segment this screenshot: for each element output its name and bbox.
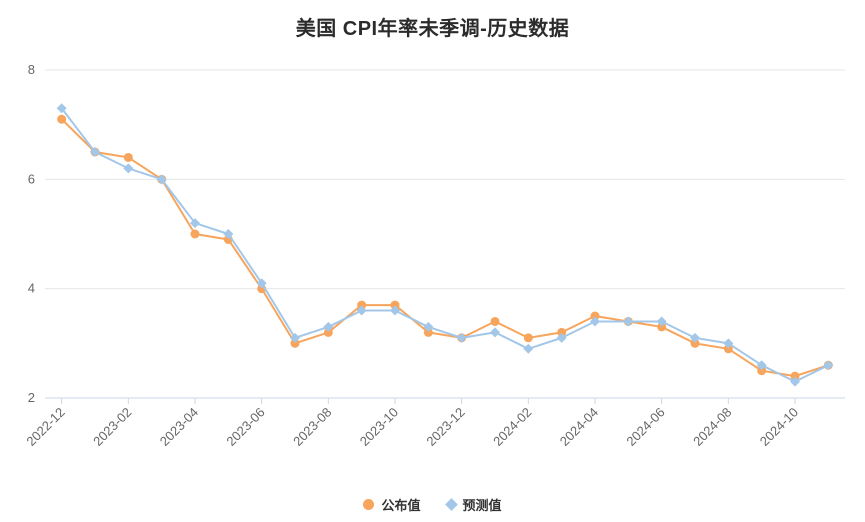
series-line-published [60, 118, 830, 378]
data-point-published[interactable] [390, 300, 400, 310]
data-point-published[interactable] [490, 316, 500, 326]
data-point-forecast[interactable] [690, 332, 700, 343]
data-point-forecast[interactable] [123, 163, 134, 174]
x-axis-label: 2023-08 [290, 405, 334, 449]
data-point-published[interactable] [57, 114, 67, 124]
x-axis-label: 2023-06 [223, 405, 267, 449]
data-point-forecast[interactable] [623, 316, 634, 327]
x-axis-label: 2024-06 [623, 405, 667, 449]
data-point-published[interactable] [123, 152, 133, 162]
data-point-forecast[interactable] [590, 316, 600, 327]
data-point-published[interactable] [523, 333, 533, 343]
legend-label-forecast: 预测值 [462, 498, 502, 513]
data-point-published[interactable] [423, 327, 433, 337]
legend-item-forecast[interactable]: 预测值 [444, 495, 502, 514]
x-axis-label: 2023-12 [423, 405, 467, 449]
y-axis-label: 2 [28, 390, 35, 405]
data-point-forecast[interactable] [223, 229, 234, 239]
data-point-published[interactable] [657, 322, 667, 332]
y-axis-label: 8 [28, 62, 35, 77]
data-point-published[interactable] [757, 366, 767, 376]
line-chart-canvas: 2 4 6 8 2022-12 2023-02 2023-04 2023-06 2023-08 2… [23, 62, 845, 449]
x-axis-label: 2023-02 [90, 405, 134, 449]
data-point-forecast[interactable] [390, 305, 400, 316]
data-point-published[interactable] [723, 344, 733, 354]
data-point-forecast[interactable] [356, 305, 367, 316]
y-axis-label: 6 [28, 171, 35, 186]
data-point-published[interactable] [590, 311, 600, 321]
data-point-published[interactable] [690, 338, 700, 348]
data-point-published[interactable] [357, 300, 367, 310]
data-point-forecast[interactable] [723, 338, 734, 349]
data-point-forecast[interactable] [90, 147, 100, 157]
data-point-forecast[interactable] [823, 360, 834, 371]
legend-label-published: 公布值 [381, 498, 421, 513]
data-point-forecast[interactable] [156, 174, 167, 185]
data-point-published[interactable] [323, 327, 333, 337]
data-point-forecast[interactable] [556, 332, 567, 343]
x-axis-label: 2023-04 [157, 405, 201, 449]
x-axis-label: 2024-04 [557, 405, 601, 449]
data-point-published[interactable] [557, 327, 567, 337]
data-point-forecast[interactable] [456, 332, 467, 343]
data-point-forecast[interactable] [190, 218, 200, 229]
data-point-forecast[interactable] [256, 278, 267, 289]
y-axis-label: 4 [28, 281, 35, 296]
data-point-forecast[interactable] [656, 316, 667, 327]
data-point-forecast[interactable] [56, 103, 67, 114]
x-axis-label: 2024-08 [690, 405, 734, 449]
data-point-published[interactable] [190, 229, 200, 239]
data-point-published[interactable] [790, 371, 800, 381]
data-point-published[interactable] [290, 338, 300, 348]
data-point-forecast[interactable] [290, 332, 300, 343]
legend-item-published[interactable]: 公布值 [363, 495, 421, 514]
data-point-forecast[interactable] [756, 360, 767, 371]
data-point-forecast[interactable] [323, 321, 334, 332]
forecast-diamond-icon [444, 498, 458, 511]
data-point-forecast[interactable] [490, 327, 500, 338]
chart-legend: 公布值 预测值 [0, 495, 865, 514]
published-circle-icon [363, 499, 375, 510]
chart-title: 美国 CPI年率未季调-历史数据 [295, 18, 570, 40]
data-point-forecast[interactable] [523, 343, 534, 354]
x-axis-label: 2024-02 [490, 405, 534, 449]
data-point-forecast[interactable] [423, 321, 434, 332]
x-axis-label: 2023-10 [357, 405, 401, 449]
data-point-forecast[interactable] [790, 376, 800, 387]
x-axis-label: 2022-12 [23, 405, 67, 449]
x-axis-label: 2024-10 [757, 405, 801, 449]
series-line-forecast [60, 107, 830, 383]
